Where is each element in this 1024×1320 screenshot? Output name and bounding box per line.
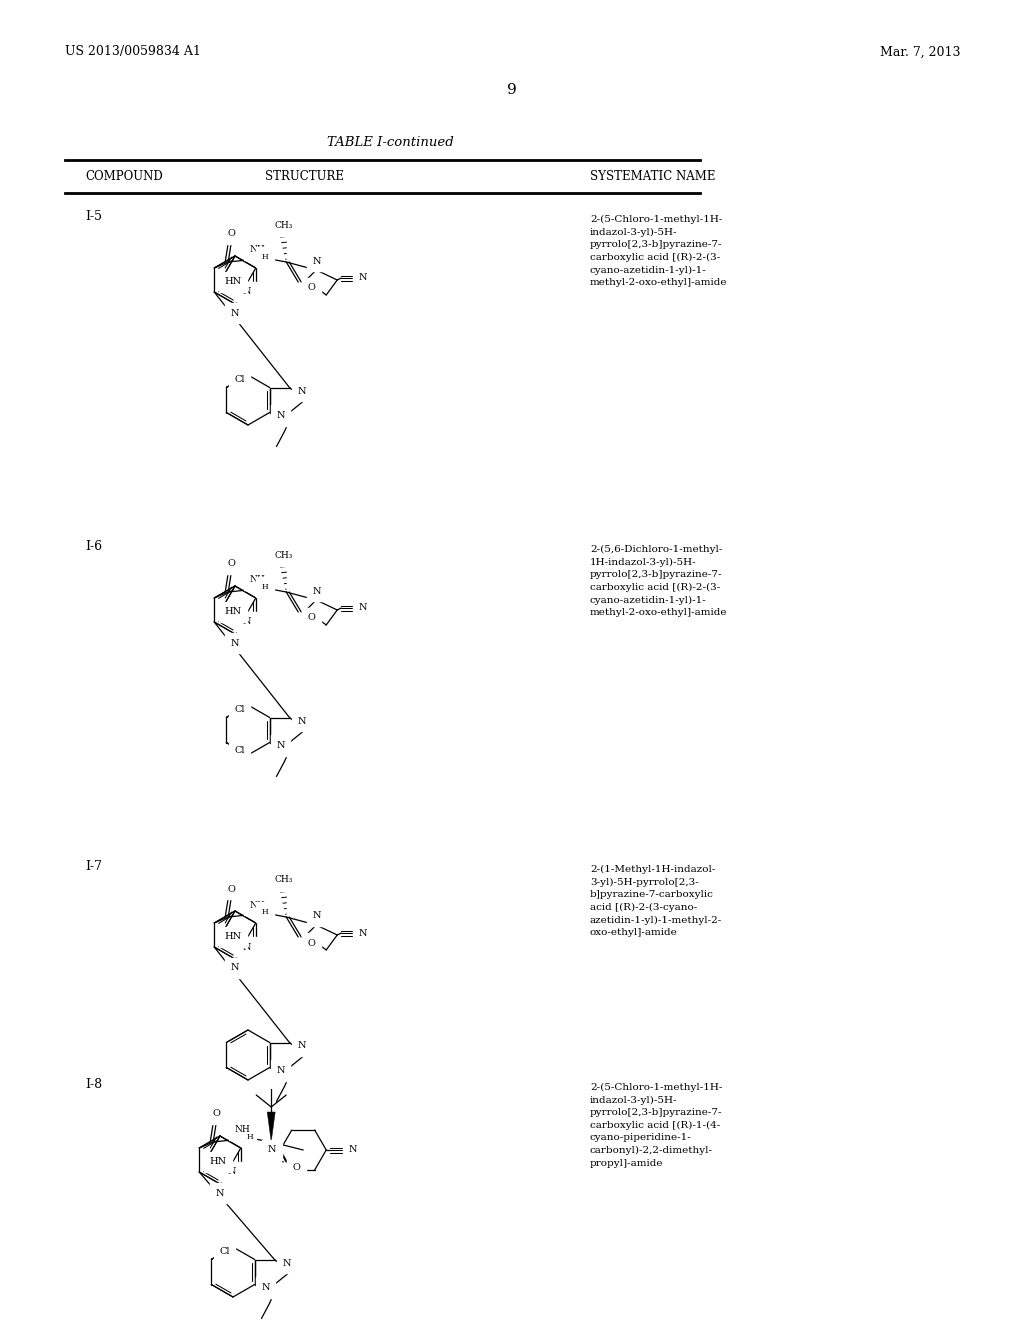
Text: O: O — [227, 884, 236, 894]
Text: N: N — [313, 256, 322, 265]
Text: N: N — [230, 639, 240, 648]
Text: N: N — [227, 1167, 237, 1176]
Text: HN: HN — [224, 932, 242, 941]
Text: N: N — [261, 1283, 269, 1292]
Text: N: N — [276, 741, 285, 750]
Text: O: O — [307, 939, 315, 948]
Text: COMPOUND: COMPOUND — [85, 170, 163, 183]
Text: H: H — [262, 908, 268, 916]
Text: NH: NH — [249, 246, 265, 255]
Text: O: O — [292, 1163, 300, 1172]
Text: N: N — [283, 1258, 291, 1267]
Text: NH: NH — [249, 576, 265, 585]
Text: H: H — [262, 253, 268, 261]
Text: O: O — [227, 230, 236, 239]
Text: STRUCTURE: STRUCTURE — [265, 170, 344, 183]
Text: Cl: Cl — [234, 705, 245, 714]
Text: N: N — [359, 273, 368, 282]
Text: O: O — [307, 284, 315, 293]
Text: N: N — [216, 1188, 224, 1197]
Text: NH: NH — [249, 900, 265, 909]
Text: 2-(5,6-Dichloro-1-methyl-
1H-indazol-3-yl)-5H-
pyrrolo[2,3-b]pyrazine-7-
carboxy: 2-(5,6-Dichloro-1-methyl- 1H-indazol-3-y… — [590, 545, 727, 618]
Text: N: N — [276, 1067, 285, 1074]
Text: N: N — [268, 1146, 276, 1155]
Text: HN: HN — [224, 607, 242, 616]
Text: US 2013/0059834 A1: US 2013/0059834 A1 — [65, 45, 201, 58]
Text: O: O — [307, 614, 315, 623]
Text: I-6: I-6 — [85, 540, 102, 553]
Text: 2-(1-Methyl-1H-indazol-
3-yl)-5H-pyrrolo[2,3-
b]pyrazine-7-carboxylic
acid [(R)-: 2-(1-Methyl-1H-indazol- 3-yl)-5H-pyrrolo… — [590, 865, 722, 937]
Text: I-5: I-5 — [85, 210, 102, 223]
Text: O: O — [212, 1110, 220, 1118]
Text: N: N — [313, 912, 322, 920]
Text: N: N — [230, 309, 240, 318]
Text: Cl: Cl — [234, 375, 245, 384]
Text: N: N — [276, 411, 285, 420]
Text: O: O — [227, 560, 236, 569]
Text: HN: HN — [209, 1158, 226, 1166]
Text: N: N — [349, 1146, 357, 1155]
Text: N: N — [298, 1041, 306, 1051]
Text: CH₃: CH₃ — [274, 220, 293, 230]
Text: N: N — [230, 964, 240, 973]
Text: N: N — [359, 928, 368, 937]
Text: 2-(5-Chloro-1-methyl-1H-
indazol-3-yl)-5H-
pyrrolo[2,3-b]pyrazine-7-
carboxylic : 2-(5-Chloro-1-methyl-1H- indazol-3-yl)-5… — [590, 215, 727, 288]
Text: SYSTEMATIC NAME: SYSTEMATIC NAME — [590, 170, 716, 183]
Text: CH₃: CH₃ — [274, 550, 293, 560]
Text: Cl: Cl — [219, 1247, 229, 1257]
Text: Cl: Cl — [234, 746, 245, 755]
Text: H: H — [262, 583, 268, 591]
Text: N: N — [243, 288, 251, 297]
Text: N: N — [359, 603, 368, 612]
Text: N: N — [243, 942, 251, 952]
Text: TABLE I-continued: TABLE I-continued — [327, 136, 454, 149]
Text: CH₃: CH₃ — [274, 876, 293, 886]
Text: N: N — [313, 586, 322, 595]
Text: CH₃: CH₃ — [274, 875, 293, 884]
Text: NH: NH — [234, 1126, 250, 1134]
Text: N: N — [298, 387, 306, 396]
Text: I-7: I-7 — [85, 861, 102, 873]
Text: N: N — [243, 618, 251, 627]
Text: 9: 9 — [507, 83, 517, 96]
Text: I-8: I-8 — [85, 1078, 102, 1092]
Text: N: N — [298, 717, 306, 726]
Polygon shape — [267, 1111, 275, 1142]
Text: H: H — [247, 1133, 254, 1140]
Text: CH₃: CH₃ — [274, 552, 293, 561]
Text: Mar. 7, 2013: Mar. 7, 2013 — [880, 45, 961, 58]
Text: 2-(5-Chloro-1-methyl-1H-
indazol-3-yl)-5H-
pyrrolo[2,3-b]pyrazine-7-
carboxylic : 2-(5-Chloro-1-methyl-1H- indazol-3-yl)-5… — [590, 1082, 723, 1168]
Text: CH₃: CH₃ — [274, 222, 293, 231]
Text: HN: HN — [224, 277, 242, 286]
